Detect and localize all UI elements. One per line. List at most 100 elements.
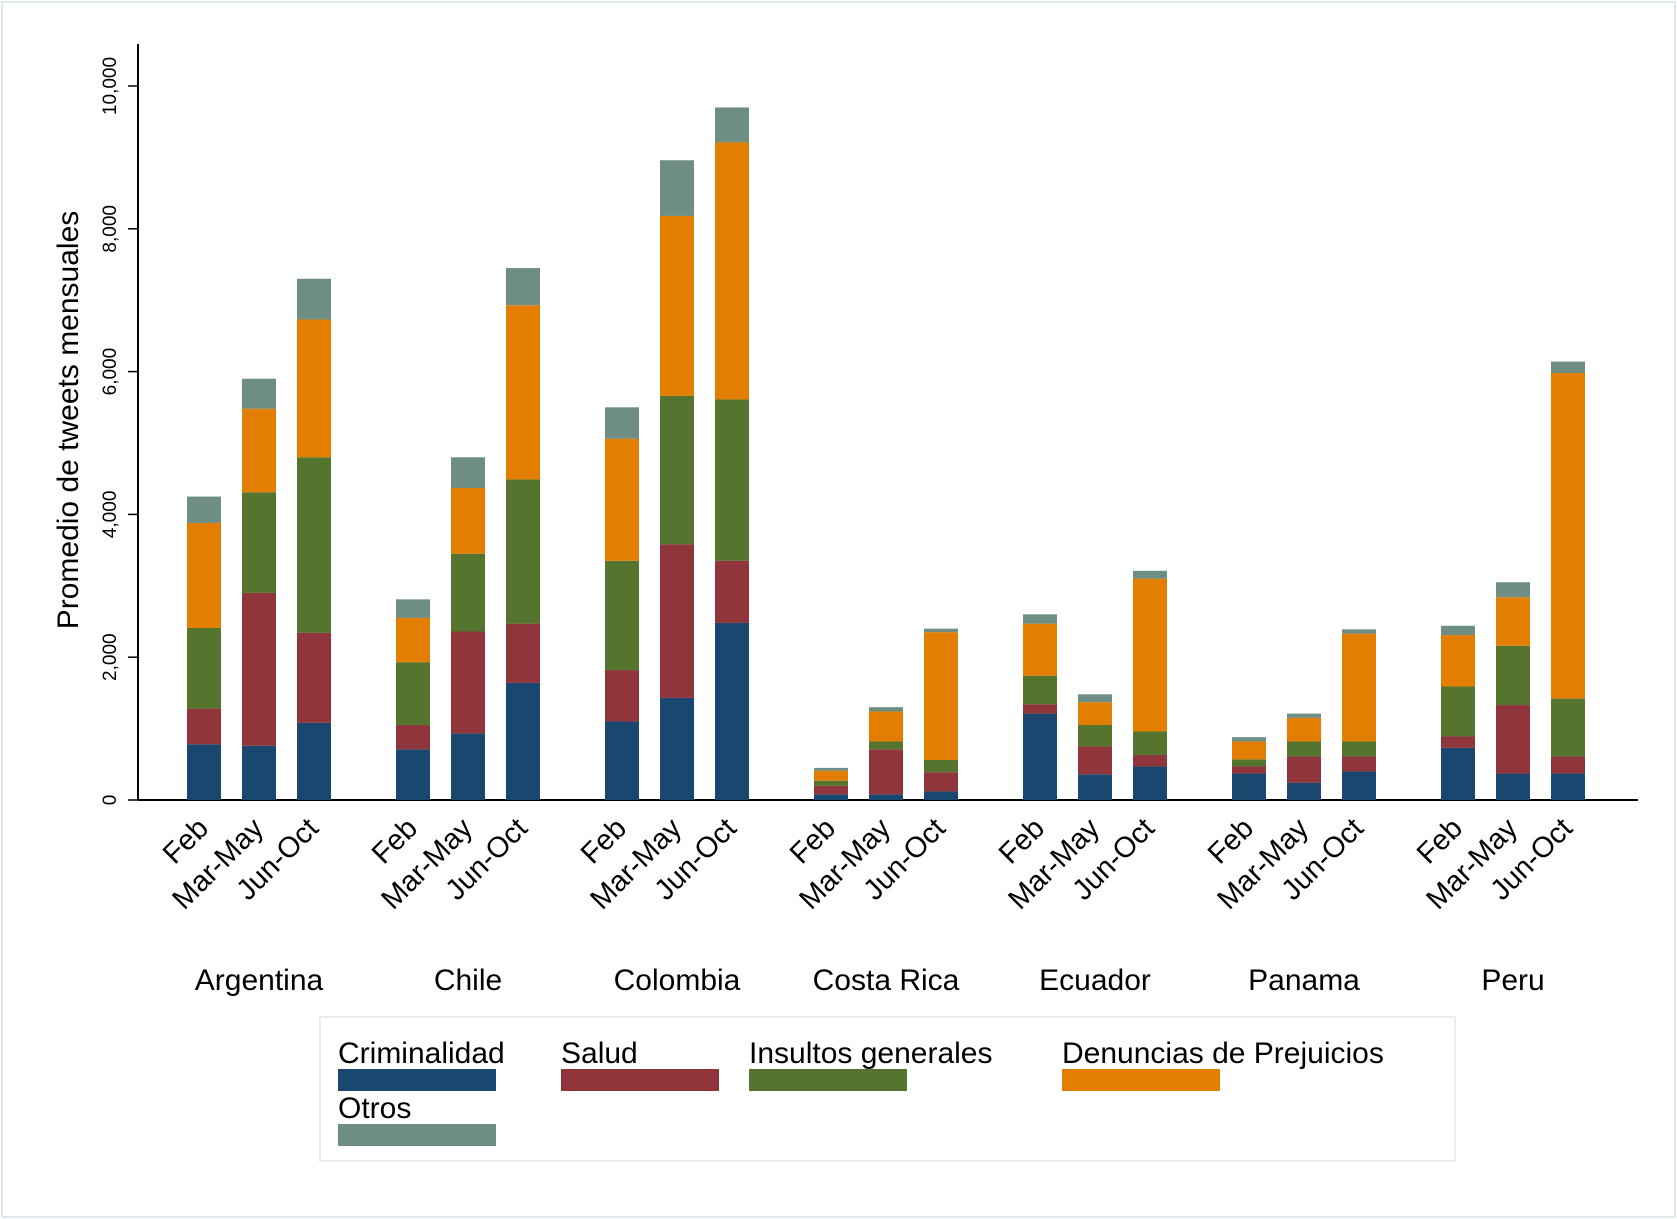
- bar-segment-colombia-mar-may-4: [660, 160, 694, 216]
- bar-segment-chile-mar-may-3: [451, 487, 485, 554]
- bar-segment-costa-rica-feb-1: [814, 785, 848, 795]
- bar-segment-costa-rica-jun-oct-3: [924, 632, 958, 761]
- bar-segment-ecuador-feb-3: [1023, 623, 1057, 676]
- bar-segment-argentina-mar-may-1: [242, 592, 276, 746]
- x-group-label: Ecuador: [1039, 964, 1151, 997]
- bar-segment-panama-jun-oct-0: [1342, 771, 1376, 800]
- y-tick-label: 6,000: [100, 348, 121, 396]
- bar-segment-ecuador-feb-0: [1023, 713, 1057, 800]
- bar-segment-chile-jun-oct-1: [506, 623, 540, 683]
- bar-segment-ecuador-jun-oct-3: [1133, 578, 1167, 732]
- bar-segment-panama-feb-1: [1232, 766, 1266, 774]
- bar-segment-colombia-feb-3: [605, 438, 639, 561]
- bar-segment-argentina-feb-2: [187, 627, 221, 709]
- legend-swatch: [561, 1069, 719, 1091]
- bar-segment-colombia-jun-oct-3: [715, 142, 749, 400]
- bar-segment-panama-mar-may-4: [1287, 713, 1321, 718]
- x-group-label: Panama: [1248, 964, 1360, 997]
- bar-segment-chile-feb-2: [396, 662, 430, 726]
- bar-segment-chile-feb-4: [396, 599, 430, 618]
- bar-segment-peru-mar-may-1: [1496, 705, 1530, 774]
- bar-segment-costa-rica-jun-oct-1: [924, 772, 958, 792]
- bar-segment-chile-jun-oct-2: [506, 479, 540, 624]
- x-group-label: Argentina: [195, 964, 324, 997]
- bar-segment-ecuador-mar-may-2: [1078, 725, 1112, 747]
- x-group-label: Costa Rica: [813, 964, 960, 997]
- bar-segment-costa-rica-jun-oct-0: [924, 791, 958, 800]
- legend-label: Salud: [561, 1037, 638, 1070]
- bar-segment-colombia-mar-may-0: [660, 697, 694, 800]
- bar-segment-chile-mar-may-0: [451, 733, 485, 800]
- bar-segment-argentina-mar-may-3: [242, 408, 276, 493]
- legend-swatch: [749, 1069, 907, 1091]
- bar-segment-chile-mar-may-2: [451, 553, 485, 632]
- bar-segment-panama-mar-may-1: [1287, 756, 1321, 783]
- bar-segment-argentina-feb-3: [187, 522, 221, 628]
- bar-segment-argentina-mar-may-2: [242, 492, 276, 593]
- bar-segment-peru-feb-1: [1441, 736, 1475, 748]
- x-group-label: Chile: [434, 964, 502, 997]
- bar-segment-costa-rica-jun-oct-2: [924, 760, 958, 773]
- x-group-label: Colombia: [614, 964, 741, 997]
- bar-segment-costa-rica-jun-oct-4: [924, 628, 958, 633]
- bar-segment-peru-mar-may-3: [1496, 597, 1530, 646]
- bar-segment-ecuador-mar-may-3: [1078, 702, 1112, 726]
- bar-segment-peru-feb-3: [1441, 635, 1475, 687]
- y-axis-title: Promedio de tweets mensuales: [52, 211, 85, 630]
- bar-segment-panama-jun-oct-3: [1342, 633, 1376, 742]
- bar-segment-colombia-jun-oct-4: [715, 107, 749, 143]
- legend-label: Otros: [338, 1092, 411, 1125]
- bar-segment-costa-rica-mar-may-3: [869, 711, 903, 742]
- bar-segment-peru-mar-may-2: [1496, 645, 1530, 706]
- bar-segment-peru-feb-2: [1441, 686, 1475, 737]
- bar-segment-argentina-mar-may-0: [242, 745, 276, 800]
- bar-segment-panama-jun-oct-1: [1342, 756, 1376, 772]
- bar-segment-chile-feb-3: [396, 617, 430, 663]
- bar-segment-argentina-jun-oct-1: [297, 632, 331, 723]
- bar-segment-peru-jun-oct-3: [1551, 373, 1585, 699]
- bar-segment-colombia-jun-oct-0: [715, 622, 749, 800]
- bar-segment-peru-feb-0: [1441, 747, 1475, 800]
- y-tick-label: 2,000: [100, 633, 121, 681]
- bar-segment-argentina-jun-oct-3: [297, 319, 331, 458]
- bar-segment-chile-jun-oct-3: [506, 305, 540, 480]
- bar-segment-costa-rica-feb-0: [814, 794, 848, 800]
- bar-segment-peru-feb-4: [1441, 625, 1475, 636]
- bar-segment-ecuador-mar-may-0: [1078, 774, 1112, 800]
- bar-segment-ecuador-feb-4: [1023, 614, 1057, 624]
- bar-segment-peru-jun-oct-0: [1551, 773, 1585, 800]
- bar-segment-costa-rica-mar-may-2: [869, 741, 903, 750]
- bar-segment-panama-mar-may-3: [1287, 717, 1321, 742]
- bar-segment-argentina-feb-1: [187, 708, 221, 745]
- bar-segment-costa-rica-feb-4: [814, 767, 848, 771]
- bar-segment-argentina-jun-oct-2: [297, 457, 331, 633]
- bar-segment-panama-mar-may-0: [1287, 782, 1321, 800]
- bar-segment-costa-rica-feb-3: [814, 770, 848, 781]
- bar-segment-chile-jun-oct-0: [506, 682, 540, 800]
- bar-segment-argentina-feb-0: [187, 744, 221, 800]
- bar-segment-panama-jun-oct-4: [1342, 629, 1376, 634]
- bar-segment-panama-feb-4: [1232, 737, 1266, 742]
- bar-segment-panama-mar-may-2: [1287, 741, 1321, 757]
- bar-segment-chile-mar-may-1: [451, 631, 485, 734]
- bar-segment-panama-feb-0: [1232, 773, 1266, 800]
- bar-segment-peru-jun-oct-4: [1551, 361, 1585, 374]
- bar-segment-panama-feb-2: [1232, 759, 1266, 767]
- legend-label: Criminalidad: [338, 1037, 505, 1070]
- bar-segment-peru-jun-oct-2: [1551, 698, 1585, 757]
- bar-segment-peru-mar-may-4: [1496, 582, 1530, 598]
- bar-segment-panama-jun-oct-2: [1342, 741, 1376, 757]
- bar-segment-colombia-jun-oct-1: [715, 560, 749, 623]
- bar-segment-ecuador-jun-oct-1: [1133, 755, 1167, 767]
- bar-segment-chile-mar-may-4: [451, 457, 485, 488]
- bar-segment-argentina-jun-oct-4: [297, 278, 331, 320]
- bar-segment-chile-feb-1: [396, 725, 430, 750]
- legend-swatch: [338, 1069, 496, 1091]
- bar-segment-colombia-mar-may-1: [660, 544, 694, 698]
- y-tick-label: 10,000: [100, 57, 121, 115]
- y-tick-label: 8,000: [100, 205, 121, 253]
- legend-swatch: [1062, 1069, 1220, 1091]
